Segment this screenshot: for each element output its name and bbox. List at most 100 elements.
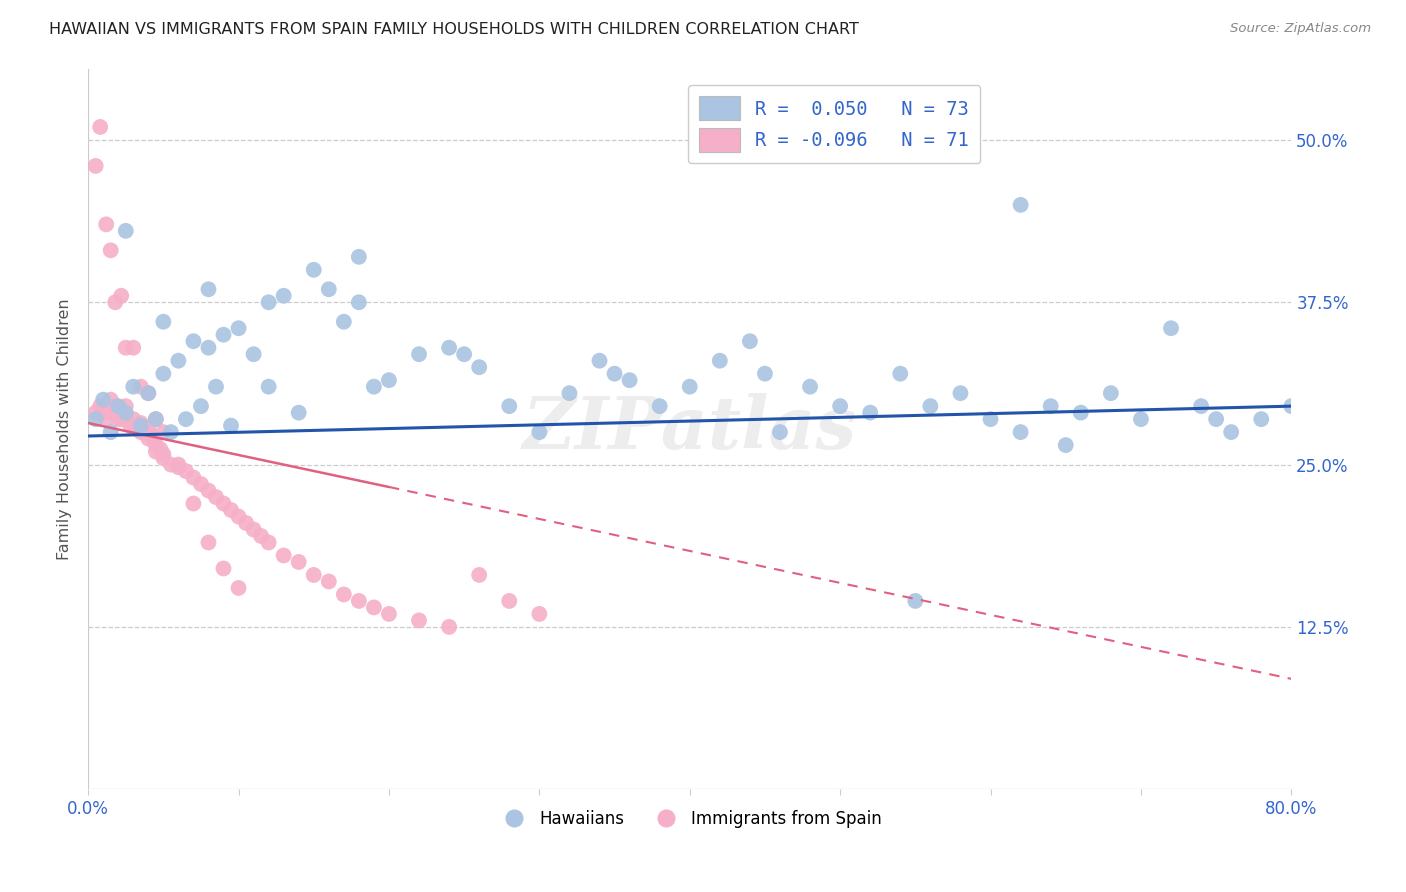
Point: [1039, 399, 1062, 413]
Point: [273, 549, 295, 563]
Point: [145, 438, 167, 452]
Point: [84, 406, 107, 420]
Point: [498, 399, 520, 413]
Point: [287, 406, 309, 420]
Point: [920, 399, 942, 413]
Point: [110, 412, 132, 426]
Point: [1160, 321, 1182, 335]
Point: [1070, 406, 1092, 420]
Point: [250, 529, 273, 543]
Point: [242, 347, 264, 361]
Point: [769, 425, 792, 439]
Point: [114, 406, 136, 420]
Point: [141, 429, 163, 443]
Point: [145, 412, 167, 426]
Point: [96, 412, 118, 426]
Point: [152, 451, 174, 466]
Point: [122, 412, 145, 426]
Point: [149, 442, 172, 456]
Point: [96, 218, 118, 232]
Point: [145, 412, 167, 426]
Point: [89, 399, 111, 413]
Point: [347, 594, 370, 608]
Point: [114, 399, 136, 413]
Point: [136, 432, 159, 446]
Point: [125, 418, 148, 433]
Point: [468, 568, 491, 582]
Point: [212, 497, 235, 511]
Point: [160, 458, 183, 472]
Point: [174, 464, 197, 478]
Point: [122, 421, 145, 435]
Point: [152, 367, 174, 381]
Point: [100, 406, 122, 420]
Point: [738, 334, 761, 349]
Point: [1099, 386, 1122, 401]
Point: [84, 412, 107, 426]
Point: [799, 127, 821, 141]
Point: [1010, 198, 1032, 212]
Point: [318, 282, 340, 296]
Point: [129, 418, 152, 433]
Point: [980, 412, 1002, 426]
Point: [363, 379, 385, 393]
Point: [91, 392, 114, 407]
Point: [107, 399, 129, 413]
Point: [205, 490, 228, 504]
Point: [100, 425, 122, 439]
Point: [588, 353, 610, 368]
Point: [197, 483, 219, 498]
Point: [100, 244, 122, 258]
Point: [619, 373, 641, 387]
Point: [114, 341, 136, 355]
Point: [408, 347, 430, 361]
Point: [152, 425, 174, 439]
Point: [212, 561, 235, 575]
Point: [648, 399, 671, 413]
Point: [197, 341, 219, 355]
Point: [1279, 399, 1302, 413]
Point: [160, 425, 183, 439]
Point: [212, 327, 235, 342]
Point: [1205, 412, 1227, 426]
Point: [107, 412, 129, 426]
Point: [257, 379, 280, 393]
Point: [136, 421, 159, 435]
Point: [167, 460, 190, 475]
Point: [378, 607, 401, 621]
Point: [104, 399, 127, 413]
Point: [129, 425, 152, 439]
Point: [114, 412, 136, 426]
Point: [120, 418, 142, 433]
Point: [219, 503, 242, 517]
Point: [257, 535, 280, 549]
Point: [347, 295, 370, 310]
Point: [859, 406, 882, 420]
Point: [679, 379, 702, 393]
Point: [1220, 425, 1243, 439]
Point: [558, 386, 581, 401]
Point: [1054, 438, 1077, 452]
Point: [110, 289, 132, 303]
Point: [333, 315, 356, 329]
Point: [889, 367, 911, 381]
Point: [709, 353, 731, 368]
Point: [363, 600, 385, 615]
Point: [136, 386, 159, 401]
Point: [333, 587, 356, 601]
Point: [197, 282, 219, 296]
Point: [949, 386, 972, 401]
Text: HAWAIIAN VS IMMIGRANTS FROM SPAIN FAMILY HOUSEHOLDS WITH CHILDREN CORRELATION CH: HAWAIIAN VS IMMIGRANTS FROM SPAIN FAMILY…: [49, 22, 859, 37]
Point: [468, 360, 491, 375]
Point: [134, 425, 156, 439]
Point: [242, 523, 264, 537]
Point: [830, 399, 852, 413]
Point: [91, 406, 114, 420]
Point: [129, 416, 152, 430]
Point: [183, 497, 205, 511]
Point: [145, 444, 167, 458]
Point: [603, 367, 626, 381]
Point: [167, 458, 190, 472]
Point: [799, 379, 821, 393]
Point: [167, 353, 190, 368]
